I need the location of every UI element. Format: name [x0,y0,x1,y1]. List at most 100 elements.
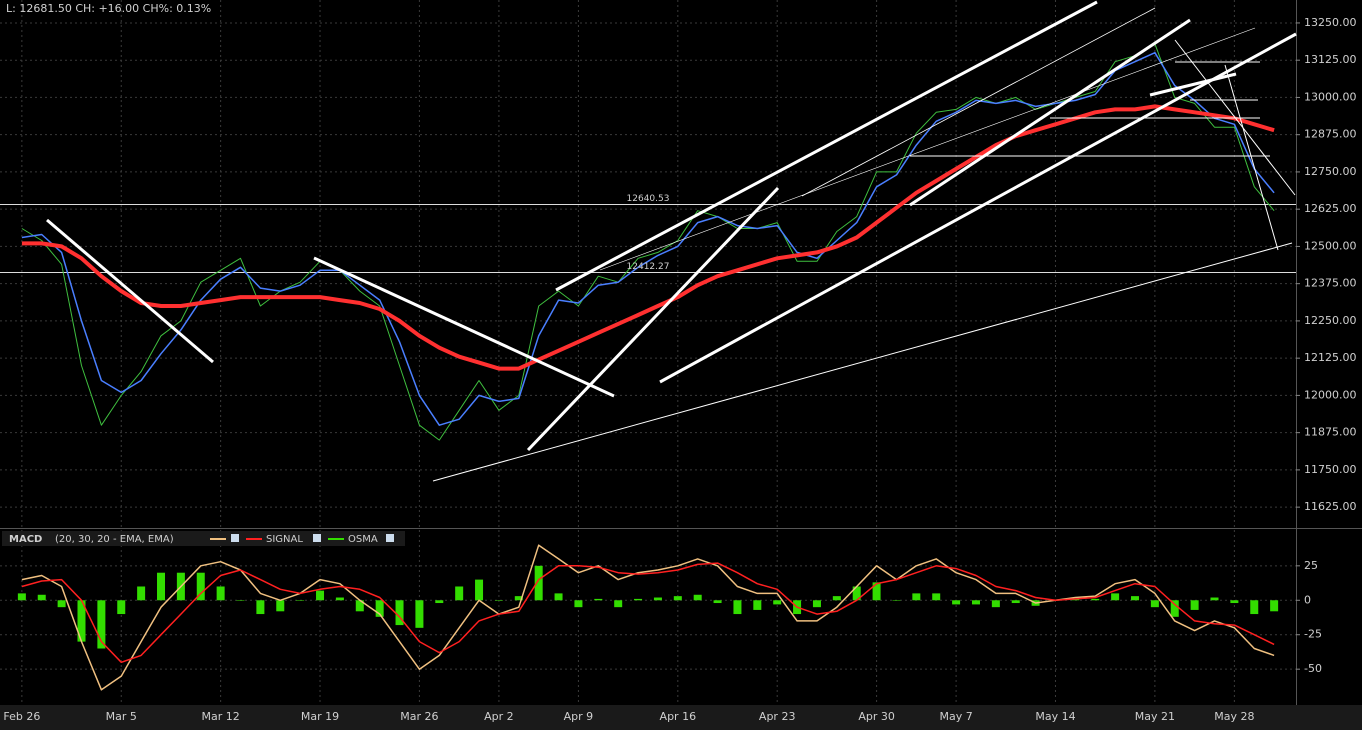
trend-line [313,256,615,398]
axis-background [1296,0,1362,730]
osma-bar [653,597,662,601]
osma-bar [534,565,543,601]
y-tick-label: 12250.00 [1304,314,1357,327]
x-tick-label: May 7 [939,710,972,723]
osma-bar [932,593,941,601]
y-tick-label: 11750.00 [1304,463,1357,476]
y-tick-label: 12875.00 [1304,128,1357,141]
y-tick-label: 13125.00 [1304,53,1357,66]
osma-bar [137,586,146,601]
osma-bar [1170,600,1179,617]
osma-bar [37,594,46,601]
trend-line [555,0,1098,292]
y-tick-label: 0 [1304,593,1311,606]
y-tick-label: 12375.00 [1304,277,1357,290]
trend-line [1149,72,1237,97]
x-tick-label: May 14 [1035,710,1075,723]
y-tick-label: 12125.00 [1304,351,1357,364]
osma-bar [1091,598,1100,601]
legend-background [2,531,405,546]
x-tick-label: Mar 19 [301,710,339,723]
osma-bar [952,600,961,605]
x-tick-label: May 21 [1135,710,1175,723]
osma-bar [355,600,364,612]
osma-bar [514,596,523,601]
y-tick-label: 12750.00 [1304,165,1357,178]
osma-bar [832,596,841,601]
osma-bar [971,600,980,605]
price-header: L: 12681.50 CH: +16.00 CH%: 0.13% [6,2,211,15]
x-tick-label: Apr 30 [858,710,895,723]
osma-bar [574,600,583,608]
osma-bar [375,600,384,617]
y-tick-label: -50 [1304,662,1322,675]
osma-bar [276,600,285,612]
legend-checkbox[interactable] [386,534,394,542]
macd-params: (20, 30, 20 - EMA, EMA) [55,534,174,545]
osma-bar [1150,600,1159,608]
osma-bar [852,586,861,601]
x-tick-label: May 28 [1214,710,1254,723]
y-tick-label: 12625.00 [1304,202,1357,215]
osma-bar [713,600,722,604]
osma-bar [991,600,1000,608]
osma-bar [753,600,762,610]
y-tick-label: 11625.00 [1304,500,1357,513]
macd-legend: MACD (20, 30, 20 - EMA, EMA) SIGNAL OSMA [2,531,405,546]
osma-bar [1270,600,1279,612]
osma-bar [1111,593,1120,601]
x-tick-label: Mar 12 [202,710,240,723]
x-tick-label: Feb 26 [3,710,40,723]
legend-checkbox[interactable] [231,534,239,542]
x-tick-label: Apr 23 [759,710,796,723]
series-line [21,104,1275,371]
osma-bar [1230,600,1239,604]
osma-bar [693,594,702,601]
osma-bar [773,600,782,605]
legend-checkbox[interactable] [313,534,321,542]
macd-title: MACD [9,534,42,545]
trend-line [526,186,780,452]
osma-bar [494,600,503,601]
osma-bar [435,600,444,604]
y-tick-label: 11875.00 [1304,426,1357,439]
y-tick-label: 12000.00 [1304,388,1357,401]
level-label: 12412.27 [627,262,670,272]
osma-bar [673,596,682,601]
osma-bar [614,600,623,608]
osma-bar [216,586,225,601]
series-line [21,43,1275,441]
y-tick-label: 13000.00 [1304,90,1357,103]
osma-bar [554,593,563,601]
osma-bar [872,582,881,601]
osma-bar [912,593,921,601]
osma-bar [57,600,66,608]
x-tick-label: Apr 16 [660,710,697,723]
osma-bar [812,600,821,608]
osma-bar [117,600,126,615]
osma-bar [733,600,742,615]
osma-bar [1210,597,1219,601]
y-tick-label: 25 [1304,559,1318,572]
osma-bar [1130,596,1139,601]
series-line [21,544,1275,691]
osma-bar [475,579,484,601]
osma-bar [256,600,265,615]
x-tick-label: Apr 9 [564,710,594,723]
osma-bar [97,600,106,649]
osma-bar [335,597,344,601]
series-line [21,562,1275,664]
x-tick-label: Mar 26 [400,710,438,723]
osma-bar [1190,600,1199,610]
date-strip [0,705,1362,730]
level-label: 12640.53 [627,194,670,204]
legend-label: OSMA [348,534,378,545]
osma-bar [594,598,603,601]
trend-line [46,218,214,364]
y-tick-label: -25 [1304,628,1322,641]
osma-bar [1011,600,1020,604]
trend-line [909,18,1191,207]
plot-layers [0,0,1300,705]
